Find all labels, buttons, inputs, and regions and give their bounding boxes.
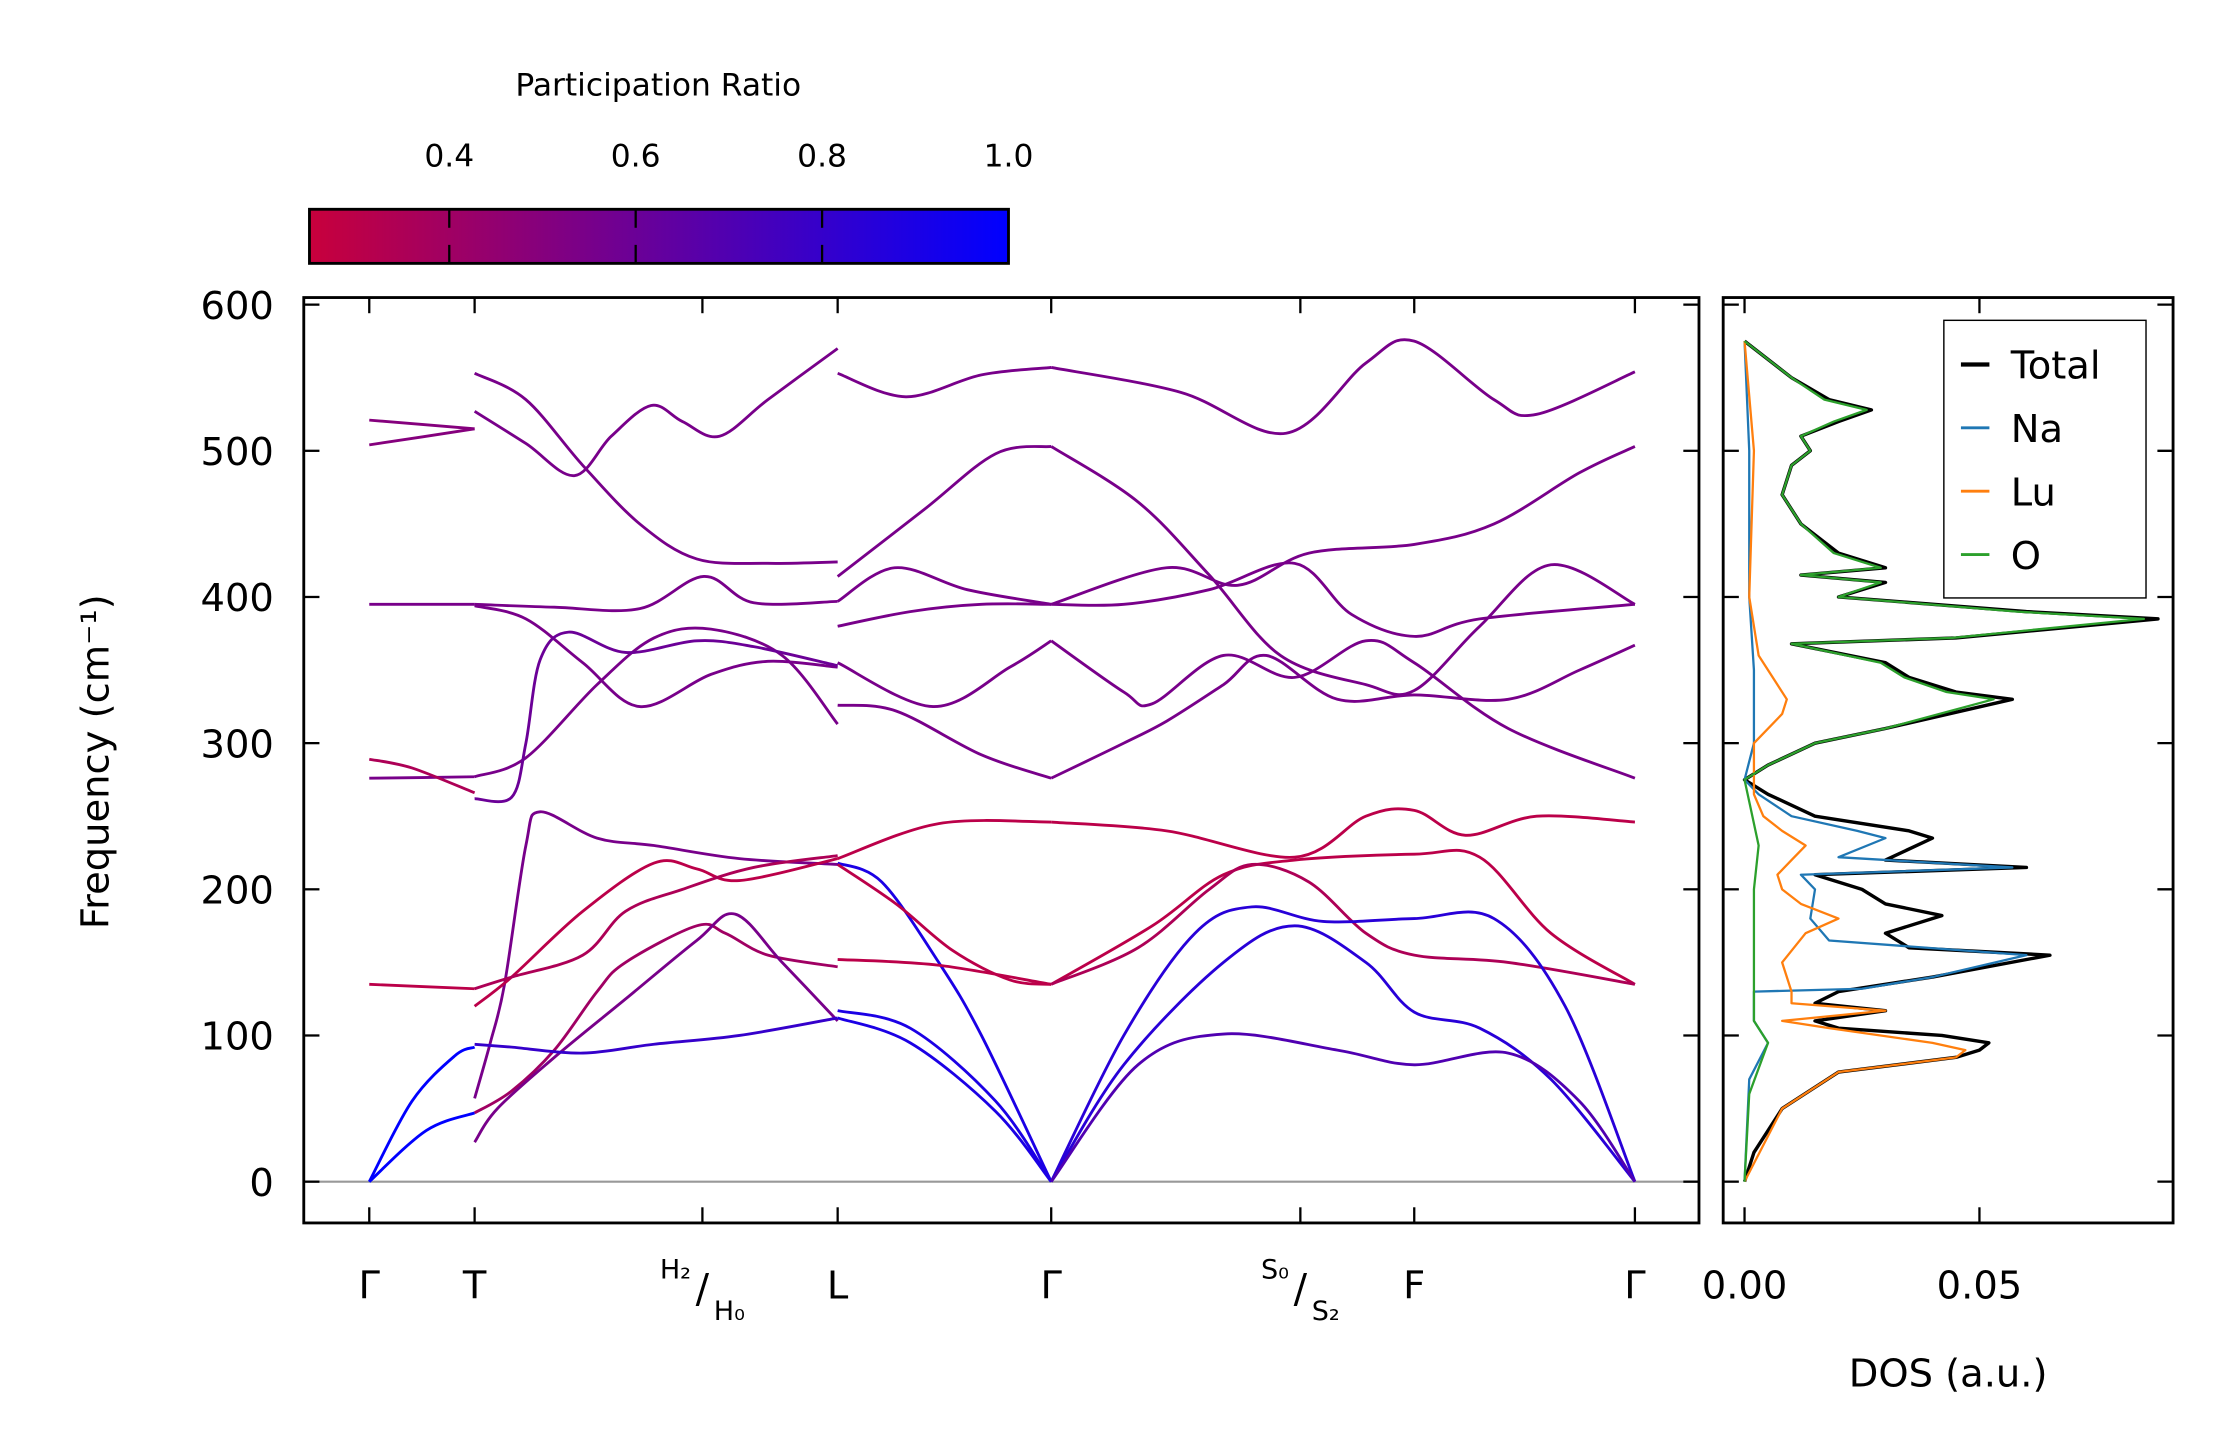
band-line xyxy=(837,602,1052,628)
band-line xyxy=(368,1111,476,1183)
y-axis-label: Frequency (cm⁻¹) xyxy=(74,594,119,929)
k-point-label: T xyxy=(462,1263,487,1308)
band-line xyxy=(474,575,838,613)
band-plot-frame xyxy=(302,296,1701,1225)
colorbar: Participation Ratio 0.4 0.6 0.8 1.0 xyxy=(308,67,1033,265)
band-line xyxy=(836,566,1052,606)
band-line xyxy=(1050,445,1636,696)
colorbar-tick-label: 0.8 xyxy=(797,139,847,175)
band-line xyxy=(1050,1032,1637,1183)
dos-line-o xyxy=(1743,340,2146,1182)
band-line xyxy=(474,626,839,779)
band-line xyxy=(369,418,475,431)
band-line xyxy=(474,1016,838,1055)
colorbar-title: Participation Ratio xyxy=(515,67,801,103)
band-line xyxy=(836,445,1052,578)
y-tick-label: 100 xyxy=(201,1015,274,1060)
y-tick-label: 500 xyxy=(201,430,274,475)
band-line xyxy=(1050,445,1636,606)
dos-x-tick-label: 0.05 xyxy=(1937,1263,2023,1308)
dos-line-lu xyxy=(1743,341,1967,1183)
y-tick-label: 400 xyxy=(201,576,274,621)
dos-x-axis-label: DOS (a.u.) xyxy=(1849,1352,2048,1397)
k-point-label: Γ xyxy=(1624,1263,1646,1308)
k-point-label-bottom: S₂ xyxy=(1312,1296,1340,1327)
y-tick-label: 0 xyxy=(249,1161,273,1206)
band-line xyxy=(473,912,839,1144)
band-line xyxy=(837,703,1052,780)
band-line xyxy=(1051,807,1636,859)
colorbar-ticks: 0.4 0.6 0.8 1.0 xyxy=(424,139,1033,264)
k-point-label: F xyxy=(1403,1263,1425,1308)
band-line xyxy=(473,922,838,1115)
colorbar-tick-label: 1.0 xyxy=(984,139,1034,175)
k-point-slash: / xyxy=(696,1267,710,1313)
band-line xyxy=(369,775,475,780)
band-line xyxy=(1050,848,1636,986)
band-line xyxy=(473,347,839,478)
band-line xyxy=(473,372,838,565)
k-point-label-top: S₀ xyxy=(1261,1254,1289,1285)
y-tick-label: 300 xyxy=(201,722,274,767)
bands xyxy=(368,338,1637,1183)
dos-plot-frame xyxy=(1721,296,2175,1225)
band-line xyxy=(368,757,476,795)
band-line xyxy=(369,982,475,991)
colorbar-gradient xyxy=(308,207,1010,265)
band-line xyxy=(837,861,1053,1183)
k-point-slash: / xyxy=(1294,1267,1308,1313)
band-line xyxy=(837,1016,1053,1183)
band-line xyxy=(473,810,838,1099)
legend-label: Na xyxy=(2011,407,2063,452)
legend-label: Total xyxy=(2010,344,2101,389)
band-line xyxy=(836,863,1052,986)
legend-label: O xyxy=(2011,534,2041,579)
k-point-label: Γ xyxy=(1041,1263,1063,1308)
band-line xyxy=(474,604,838,709)
band-line xyxy=(837,639,1052,708)
band-line xyxy=(1050,639,1636,780)
band-line xyxy=(1049,924,1637,1183)
band-line xyxy=(837,366,1052,399)
band-line xyxy=(473,857,838,1008)
band-line xyxy=(1049,905,1637,1183)
band-line xyxy=(837,819,1052,860)
colorbar-tick-label: 0.4 xyxy=(424,139,474,175)
k-point-label-split: H₂ / H₀ xyxy=(660,1254,745,1326)
colorbar-tick-label: 0.6 xyxy=(611,139,661,175)
band-line xyxy=(837,1009,1053,1183)
legend: Total Na Lu O xyxy=(1943,319,2147,599)
k-point-label: Γ xyxy=(359,1263,381,1308)
dos-curves xyxy=(1742,339,2160,1183)
band-line xyxy=(1050,338,1636,436)
band-line xyxy=(1050,643,1636,780)
k-point-label-split: S₀ / S₂ xyxy=(1261,1254,1340,1326)
k-point-label: L xyxy=(827,1263,849,1308)
k-point-label-bottom: H₀ xyxy=(714,1296,745,1327)
band-line xyxy=(474,854,838,991)
y-tick-label: 600 xyxy=(201,284,274,329)
band-line xyxy=(1050,862,1636,986)
k-point-label-top: H₂ xyxy=(660,1254,691,1285)
band-line xyxy=(474,630,838,804)
band-line xyxy=(369,427,475,447)
band-line xyxy=(1051,561,1636,638)
dos-plot: 0.00 0.05 DOS (a.u.) Total Na Lu O xyxy=(1702,296,2175,1397)
band-line xyxy=(837,957,1052,986)
legend-label: Lu xyxy=(2011,470,2056,515)
dos-x-tick-label: 0.00 xyxy=(1702,1263,1788,1308)
dos-plot-ticks: 0.00 0.05 xyxy=(1702,297,2174,1308)
band-line xyxy=(368,1045,476,1183)
y-tick-label: 200 xyxy=(201,869,274,914)
